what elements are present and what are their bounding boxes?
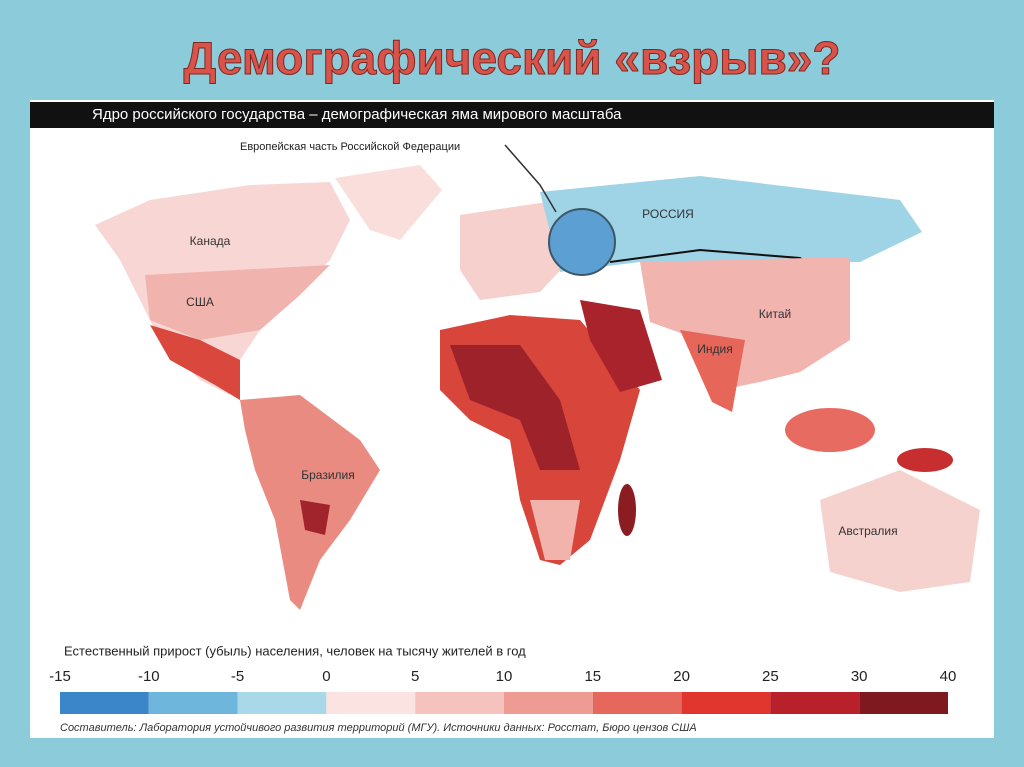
country-label: США [186, 295, 214, 309]
new-guinea [897, 448, 953, 472]
usa [145, 265, 330, 340]
map [95, 144, 980, 610]
legend-tick-label: -15 [49, 668, 71, 685]
country-label: Бразилия [301, 468, 355, 482]
legend-bin [326, 692, 416, 714]
map-header: Ядро российского государства – демографи… [92, 106, 622, 123]
annotation-line [504, 144, 557, 213]
european-russia [548, 208, 616, 276]
legend-bin [148, 692, 238, 714]
legend-bin [859, 692, 948, 714]
australia [820, 470, 980, 592]
legend-bin [504, 692, 593, 714]
country-label: РОССИЯ [642, 207, 694, 221]
legend-tick-label: 0 [322, 668, 330, 685]
source: Составитель: Лаборатория устойчивого раз… [60, 722, 697, 734]
country-label: Канада [190, 234, 231, 248]
legend: -15 -10 -5 0 5 10 15 20 25 30 40 [49, 668, 956, 714]
asia [640, 257, 850, 390]
russia [540, 176, 922, 272]
legend-bin [237, 692, 327, 714]
legend-tick-label: 40 [940, 668, 957, 685]
legend-tick-label: 20 [673, 668, 690, 685]
middle-east [580, 300, 662, 392]
legend-tick-label: 30 [851, 668, 868, 685]
southeast-asia [785, 408, 875, 452]
country-labels: РОССИЯ Канада США Китай Индия Бразилия Австрал… [186, 207, 897, 538]
legend-bin [681, 692, 771, 714]
country-label: Индия [697, 342, 732, 356]
paraguay [300, 500, 330, 535]
annotation: Европейская часть Российской Федерации [240, 141, 460, 153]
legend-tick-label: 25 [762, 668, 779, 685]
legend-tick-label: -10 [138, 668, 160, 685]
header-bar [30, 102, 994, 128]
legend-bin [592, 692, 682, 714]
legend-bin [770, 692, 860, 714]
europe [460, 200, 570, 300]
legend-bin [60, 692, 149, 714]
india [680, 330, 745, 412]
legend-bin [415, 692, 504, 714]
central-africa [450, 345, 580, 470]
country-label: Китай [759, 307, 791, 321]
legend-tick-label: -5 [231, 668, 244, 685]
central-america [150, 325, 240, 400]
country-label: Австралия [838, 524, 897, 538]
legend-title: Естественный прирост (убыль) населения, … [64, 643, 526, 658]
legend-tick-label: 10 [496, 668, 513, 685]
madagascar [618, 484, 636, 536]
legend-tick-label: 15 [584, 668, 601, 685]
greenland [335, 165, 442, 240]
southern-africa [530, 500, 580, 560]
slide-title: Демографический «взрыв»? [184, 32, 841, 84]
legend-tick-label: 5 [411, 668, 419, 685]
